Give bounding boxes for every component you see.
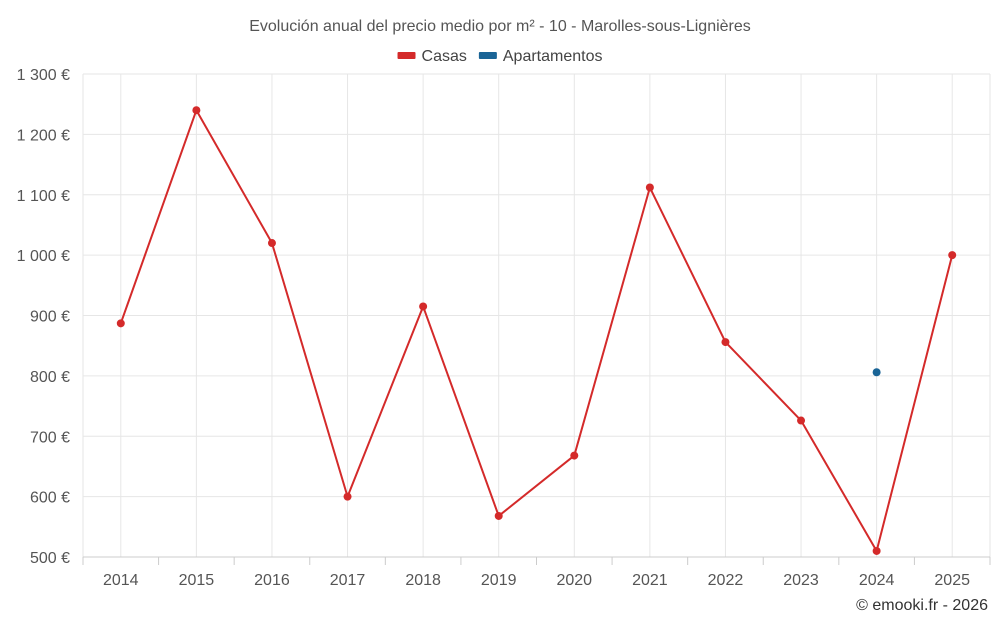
y-axis: 500 € 600 € 700 € 800 € 900 € 1 000 € 1 100 € 1… (17, 67, 70, 567)
y-tick-label: 900 € (30, 309, 70, 326)
x-tick-label: 2017 (330, 572, 366, 589)
data-point (267, 239, 276, 248)
y-tick-label: 800 € (30, 369, 70, 386)
legend: Casas Apartamentos (397, 48, 603, 65)
x-tick-label: 2020 (556, 572, 592, 589)
data-point (948, 251, 957, 260)
x-tick-label: 2019 (481, 572, 517, 589)
y-tick-label: 600 € (30, 490, 70, 507)
x-tick-label: 2025 (934, 572, 970, 589)
x-tick-label: 2024 (859, 572, 895, 589)
legend-swatch-apartamentos (478, 52, 497, 59)
y-tick-label: 1 300 € (17, 67, 70, 84)
data-point (872, 368, 881, 377)
data-point (645, 183, 654, 192)
data-point (797, 416, 806, 425)
x-tick-label: 2014 (103, 572, 139, 589)
y-tick-label: 700 € (30, 429, 70, 446)
data-point (494, 511, 503, 520)
x-tick-label: 2023 (783, 572, 819, 589)
data-point (192, 106, 201, 115)
legend-label-casas: Casas (422, 48, 467, 65)
data-point (872, 546, 881, 555)
data-point (116, 319, 125, 328)
chart-title: Evolución anual del precio medio por m² … (249, 18, 751, 35)
x-axis: 2014 2015 2016 2017 2018 2019 2020 2021 2022 2023… (82, 556, 991, 589)
x-tick-label: 2016 (254, 572, 290, 589)
y-tick-label: 500 € (30, 550, 70, 567)
x-tick-label: 2018 (405, 572, 441, 589)
series-apartamentos (872, 368, 881, 377)
y-tick-label: 1 200 € (17, 127, 70, 144)
gridlines (82, 73, 991, 557)
x-tick-label: 2022 (708, 572, 744, 589)
x-tick-label: 2021 (632, 572, 668, 589)
y-tick-label: 1 100 € (17, 188, 70, 205)
data-point (721, 338, 730, 347)
series-line (119, 109, 954, 552)
credit-text: © emooki.fr - 2026 (856, 597, 988, 614)
data-point (570, 451, 579, 460)
x-tick-label: 2015 (179, 572, 215, 589)
legend-label-apartamentos: Apartamentos (503, 48, 603, 65)
y-tick-label: 1 000 € (17, 248, 70, 265)
series-layer (116, 106, 957, 555)
data-point (419, 302, 428, 311)
legend-swatch-casas (397, 52, 416, 59)
data-point (343, 492, 352, 501)
series-casas (116, 106, 957, 555)
